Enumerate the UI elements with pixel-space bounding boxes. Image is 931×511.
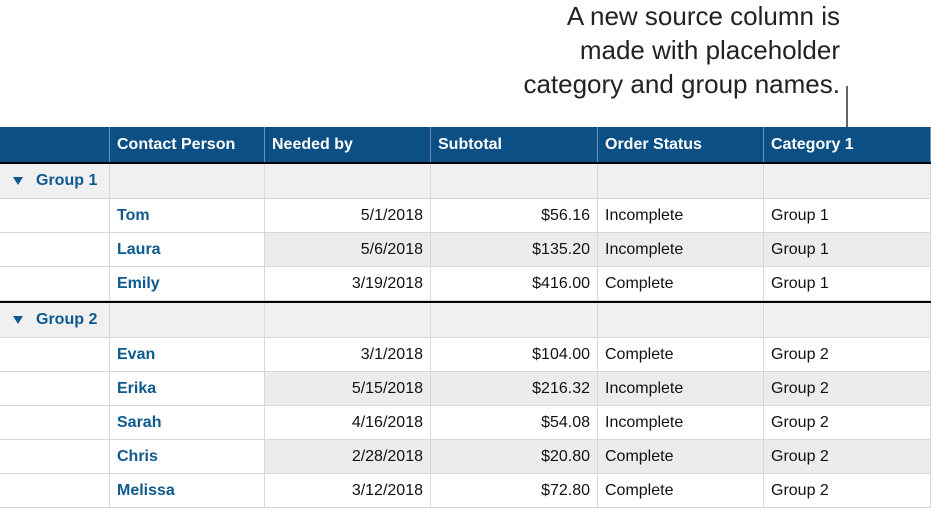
- row-cell: 3/19/2018: [265, 267, 431, 301]
- row-cell: 5/15/2018: [265, 372, 431, 406]
- row-cell: Group 2: [764, 338, 931, 372]
- row-cell: $56.16: [431, 199, 598, 233]
- leader-line: [846, 86, 848, 127]
- group-row: Group 2: [0, 303, 110, 338]
- row-cell: $72.80: [431, 474, 598, 508]
- row-cell: Incomplete: [598, 199, 764, 233]
- row-cell: Incomplete: [598, 406, 764, 440]
- header-cell: Order Status: [598, 127, 764, 162]
- row-cell: Group 2: [764, 440, 931, 474]
- contact-name: Melissa: [110, 474, 265, 508]
- row-cell: $135.20: [431, 233, 598, 267]
- contact-name: Tom: [110, 199, 265, 233]
- group-label: Group 2: [36, 311, 98, 328]
- group-row-cell: [598, 164, 764, 199]
- row-cell: Group 1: [764, 199, 931, 233]
- row-cell: Incomplete: [598, 233, 764, 267]
- contact-name: Sarah: [110, 406, 265, 440]
- contact-name: Laura: [110, 233, 265, 267]
- header-cell: Needed by: [265, 127, 431, 162]
- group-label: Group 1: [36, 172, 98, 189]
- callout-line: category and group names.: [523, 69, 840, 99]
- group-row-cell: [265, 164, 431, 199]
- row-cell: [0, 372, 110, 406]
- disclosure-triangle[interactable]: [12, 315, 24, 325]
- row-cell: $216.32: [431, 372, 598, 406]
- group-row-cell: [598, 303, 764, 338]
- group-row-cell: [764, 303, 931, 338]
- callout-line: made with placeholder: [579, 35, 840, 65]
- group-row-cell: [431, 303, 598, 338]
- row-cell: 5/1/2018: [265, 199, 431, 233]
- row-cell: Complete: [598, 267, 764, 301]
- row-cell: Group 2: [764, 474, 931, 508]
- row-cell: Complete: [598, 338, 764, 372]
- row-cell: [0, 440, 110, 474]
- row-cell: 5/6/2018: [265, 233, 431, 267]
- disclosure-triangle[interactable]: [12, 176, 24, 186]
- row-cell: 3/1/2018: [265, 338, 431, 372]
- group-divider: [0, 162, 931, 165]
- row-cell: [0, 267, 110, 301]
- callout-line: A new source column is: [566, 1, 840, 31]
- group-row-cell: [110, 303, 265, 338]
- row-cell: [0, 199, 110, 233]
- row-cell: 2/28/2018: [265, 440, 431, 474]
- row-cell: $20.80: [431, 440, 598, 474]
- row-cell: [0, 338, 110, 372]
- group-divider: [0, 301, 931, 304]
- header-cell: [0, 127, 110, 162]
- group-row-cell: [431, 164, 598, 199]
- row-cell: $54.08: [431, 406, 598, 440]
- row-cell: [0, 406, 110, 440]
- contact-name: Erika: [110, 372, 265, 406]
- row-cell: Group 1: [764, 233, 931, 267]
- group-row: Group 1: [0, 164, 110, 199]
- row-cell: Complete: [598, 440, 764, 474]
- header-cell: Contact Person: [110, 127, 265, 162]
- row-cell: Group 2: [764, 372, 931, 406]
- contact-name: Emily: [110, 267, 265, 301]
- row-cell: $416.00: [431, 267, 598, 301]
- row-cell: 4/16/2018: [265, 406, 431, 440]
- contact-name: Evan: [110, 338, 265, 372]
- header-cell: Category 1: [764, 127, 931, 162]
- group-row-cell: [764, 164, 931, 199]
- row-cell: Complete: [598, 474, 764, 508]
- row-cell: $104.00: [431, 338, 598, 372]
- contact-name: Chris: [110, 440, 265, 474]
- row-cell: [0, 233, 110, 267]
- group-row-cell: [265, 303, 431, 338]
- row-cell: Group 1: [764, 267, 931, 301]
- header-cell: Subtotal: [431, 127, 598, 162]
- group-row-cell: [110, 164, 265, 199]
- row-cell: Group 2: [764, 406, 931, 440]
- row-cell: [0, 474, 110, 508]
- row-cell: Incomplete: [598, 372, 764, 406]
- row-cell: 3/12/2018: [265, 474, 431, 508]
